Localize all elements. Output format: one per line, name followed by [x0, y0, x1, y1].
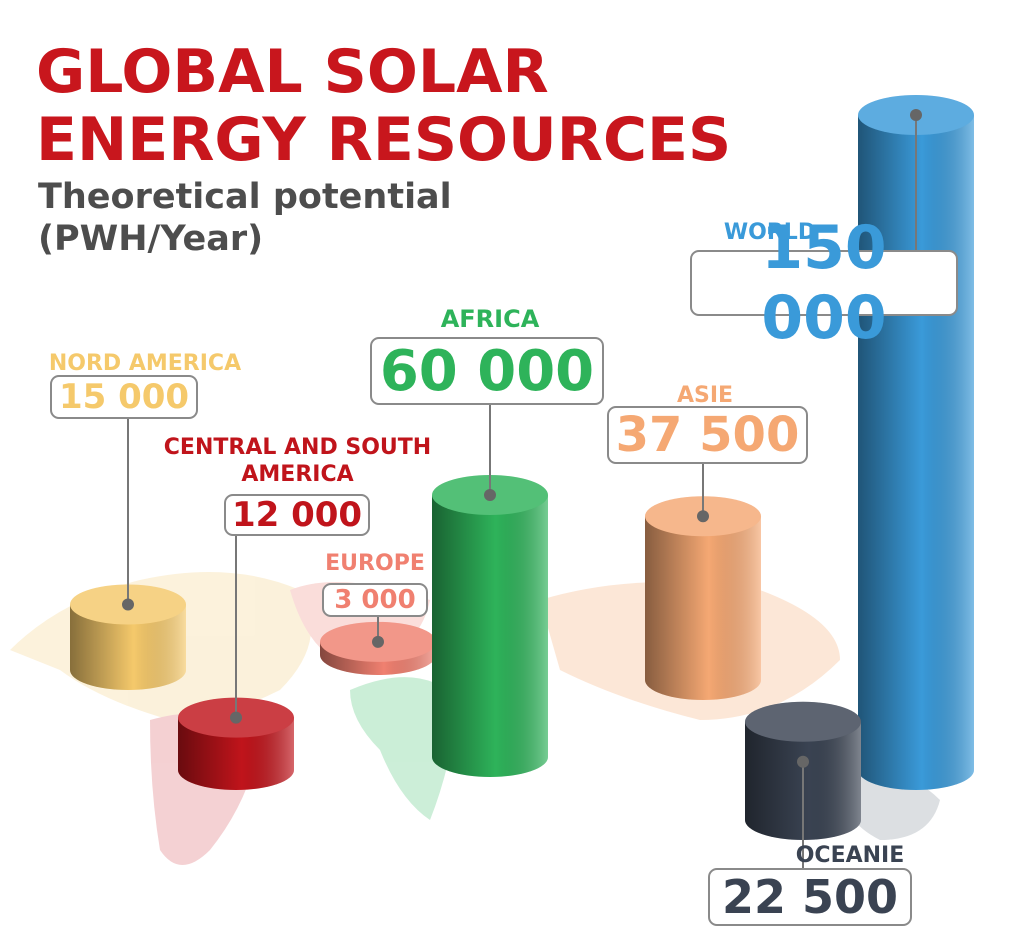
- category-label: ASIE: [676, 383, 734, 408]
- category-label: AFRICA: [440, 305, 540, 333]
- value-label: 22 500: [708, 868, 912, 926]
- connector-dot: [697, 510, 709, 523]
- chart-title: GLOBAL SOLAR ENERGY RESOURCES: [36, 37, 732, 175]
- value-label: 3 000: [322, 583, 428, 617]
- connector-dot: [372, 635, 384, 648]
- value-label: 150 000: [690, 213, 958, 353]
- connector-dot: [797, 755, 809, 768]
- connector-dot: [122, 598, 134, 611]
- value-label: 60 000: [370, 337, 604, 405]
- category-label: CENTRAL AND SOUTH AMERICA: [163, 435, 432, 487]
- connector-dot: [910, 109, 922, 121]
- value-label: 37 500: [607, 406, 808, 464]
- value-label: 15 000: [50, 375, 198, 419]
- bar-shade: [645, 516, 761, 680]
- connector-dot: [230, 711, 242, 724]
- value-label: 12 000: [224, 494, 370, 536]
- chart-subtitle: Theoretical potential (PWH/Year): [38, 177, 452, 259]
- cylinder-top-light: [745, 701, 861, 742]
- bar-shade: [432, 495, 548, 757]
- cylinder-top: [745, 701, 861, 742]
- category-label: OCEANIE: [795, 843, 905, 868]
- category-label: NORD AMERICA: [48, 351, 242, 376]
- connector-dot: [484, 489, 496, 501]
- category-label: EUROPE: [325, 551, 425, 576]
- category-label: WORLD: [723, 220, 817, 245]
